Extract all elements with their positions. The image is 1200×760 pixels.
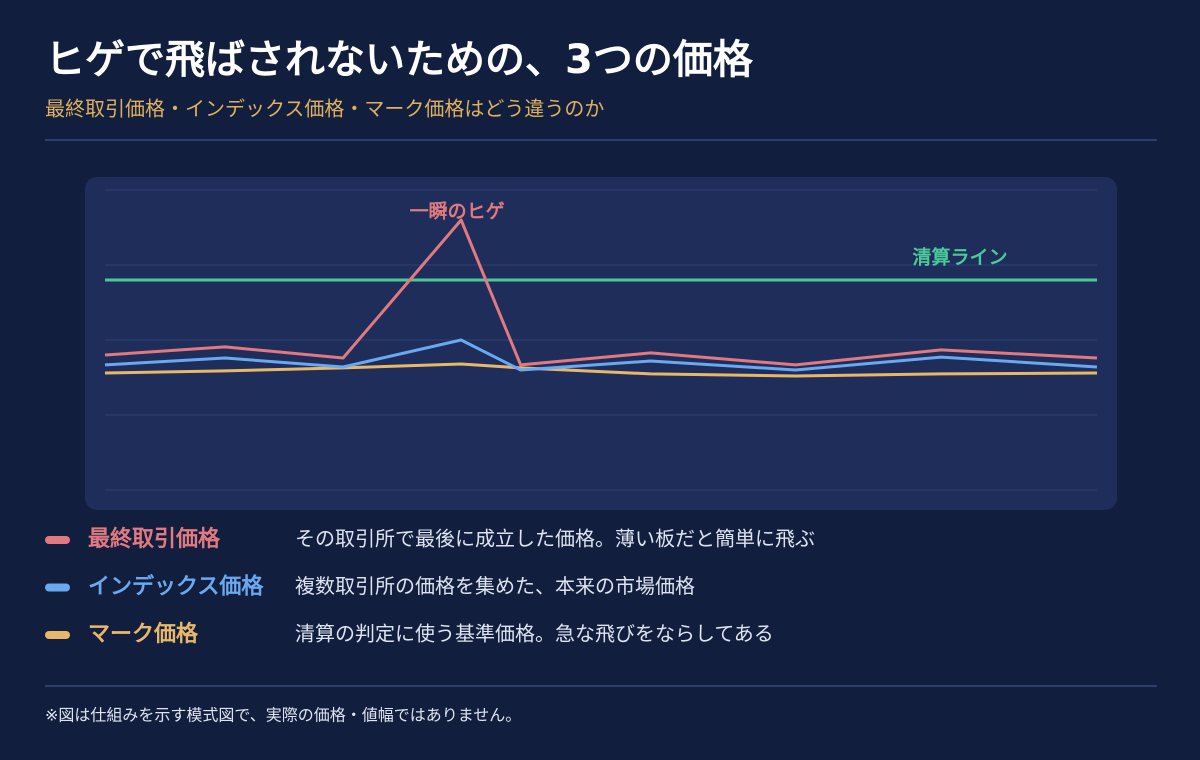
annotation: 一瞬のヒゲ	[410, 201, 505, 223]
legend-label: マーク価格	[88, 621, 199, 647]
series-line	[104, 218, 1098, 367]
subtitle: 最終取引価格・インデックス価格・マーク価格はどう違うのか	[45, 97, 604, 121]
plot-panel	[85, 177, 1117, 510]
legend-swatch	[45, 631, 70, 639]
legend-description: 複数取引所の価格を集めた、本来の市場価格	[295, 574, 695, 598]
legend-swatch	[45, 536, 70, 544]
reference-label: 清算ライン	[912, 246, 1007, 269]
legend-description: その取引所で最後に成立した価格。薄い板だと簡単に飛ぶ	[295, 527, 815, 551]
legend-swatch	[45, 583, 70, 592]
footnote: ※図は仕組みを示す模式図で、実際の価格・値幅ではありません。	[45, 706, 521, 725]
series-line	[104, 362, 1098, 378]
title: ヒゲで飛ばされないための、3つの価格	[45, 37, 754, 83]
legend-label: 最終取引価格	[88, 526, 221, 552]
legend-description: 清算の判定に使う基準価格。急な飛びをならしてある	[295, 622, 774, 646]
series-line	[104, 338, 1098, 372]
legend-label: インデックス価格	[88, 574, 264, 600]
